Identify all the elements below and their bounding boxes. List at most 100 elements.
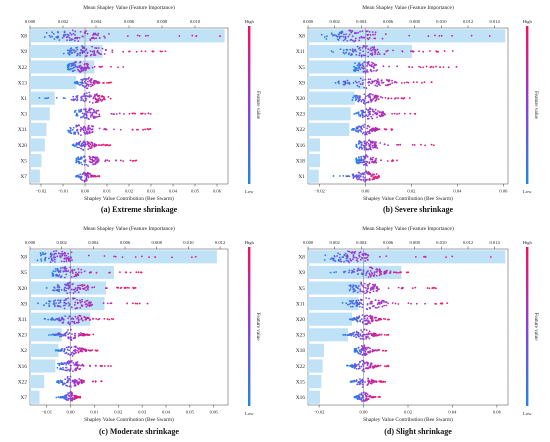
swarm-point	[81, 80, 84, 82]
swarm-point	[366, 65, 368, 67]
swarm-point	[374, 283, 377, 286]
swarm-X7	[75, 171, 101, 183]
swarm-point	[104, 159, 107, 162]
swarm-X22	[345, 359, 390, 373]
swarm-point	[356, 96, 359, 99]
swarm-point	[372, 129, 375, 132]
swarm-point	[336, 255, 339, 257]
swarm-point	[353, 65, 355, 68]
swarm-point	[358, 383, 361, 386]
swarm-point	[367, 381, 370, 384]
swarm-point	[90, 301, 92, 304]
importance-bar	[308, 91, 355, 105]
feature-label: X13	[18, 80, 28, 86]
swarm-point	[60, 288, 63, 291]
swarm-point	[358, 158, 361, 161]
swarm-point	[372, 69, 375, 72]
swarm-point	[84, 109, 87, 112]
importance-bar	[30, 107, 50, 121]
swarm-point	[90, 85, 92, 88]
swarm-point	[56, 31, 59, 33]
swarm-point	[76, 382, 79, 385]
swarm-point	[369, 68, 372, 71]
swarm-point	[75, 158, 78, 161]
swarm-point	[81, 347, 84, 350]
swarm-point	[353, 364, 356, 366]
swarm-point	[100, 365, 102, 367]
bottom-tick-label: 0.01	[103, 189, 112, 194]
swarm-point	[74, 30, 77, 33]
swarm-point	[470, 34, 473, 37]
swarm-point	[348, 269, 351, 272]
swarm-point	[375, 157, 377, 160]
swarm-point	[367, 276, 370, 278]
swarm-point	[67, 260, 70, 262]
swarm-point	[136, 302, 139, 305]
swarm-point	[429, 50, 431, 52]
swarm-point	[69, 336, 71, 339]
swarm-point	[370, 161, 373, 163]
swarm-point	[81, 163, 84, 166]
swarm-point	[82, 99, 84, 102]
top-tick-label: 0.002	[329, 240, 340, 245]
swarm-point	[144, 112, 147, 115]
swarm-point	[368, 130, 371, 133]
swarm-point	[354, 284, 357, 287]
swarm-point	[79, 332, 82, 334]
swarm-point	[355, 365, 358, 368]
swarm-point	[353, 349, 356, 352]
swarm-point	[432, 144, 435, 147]
swarm-point	[408, 34, 411, 37]
swarm-point	[69, 379, 71, 381]
swarm-point	[352, 299, 355, 302]
swarm-point	[69, 381, 72, 384]
swarm-point	[361, 62, 364, 65]
swarm-point	[70, 269, 73, 272]
swarm-point	[420, 143, 422, 146]
swarm-point	[336, 35, 339, 38]
swarm-point	[73, 303, 76, 306]
swarm-point	[371, 315, 373, 318]
swarm-point	[94, 54, 97, 56]
swarm-point	[76, 350, 79, 352]
importance-bar	[308, 312, 352, 326]
swarm-point	[373, 80, 376, 83]
swarm-point	[83, 126, 86, 129]
swarm-point	[418, 65, 420, 68]
swarm-point	[85, 163, 88, 166]
swarm-point	[435, 65, 437, 68]
swarm-point	[70, 98, 73, 101]
swarm-point	[95, 116, 98, 118]
swarm-point	[61, 250, 64, 253]
swarm-point	[356, 270, 359, 272]
swarm-point	[338, 175, 341, 177]
swarm-point	[56, 318, 59, 321]
swarm-point	[69, 271, 72, 274]
swarm-point	[355, 303, 358, 306]
swarm-point	[65, 254, 68, 257]
feature-label: X16	[18, 364, 28, 370]
swarm-point	[137, 271, 140, 274]
swarm-point	[361, 337, 364, 340]
swarm-point	[366, 69, 369, 71]
swarm-X8	[36, 250, 197, 263]
swarm-X8	[320, 29, 491, 43]
swarm-point	[80, 97, 83, 100]
top-tick-label: 0.008	[409, 240, 420, 245]
swarm-point	[371, 178, 374, 181]
swarm-point	[49, 300, 52, 303]
swarm-point	[379, 396, 381, 398]
swarm-point	[362, 65, 365, 68]
swarm-point	[94, 161, 97, 164]
swarm-point	[83, 94, 85, 97]
swarm-point	[134, 302, 137, 305]
swarm-point	[88, 127, 91, 130]
swarm-point	[65, 302, 68, 305]
swarm-point	[92, 380, 94, 383]
swarm-point	[71, 398, 73, 401]
bottom-axis-label: Shapley Value Contribution (Bee Swarm)	[84, 195, 174, 202]
swarm-point	[60, 335, 63, 338]
swarm-point	[93, 96, 95, 98]
swarm-point	[92, 34, 94, 36]
swarm-point	[94, 32, 97, 35]
